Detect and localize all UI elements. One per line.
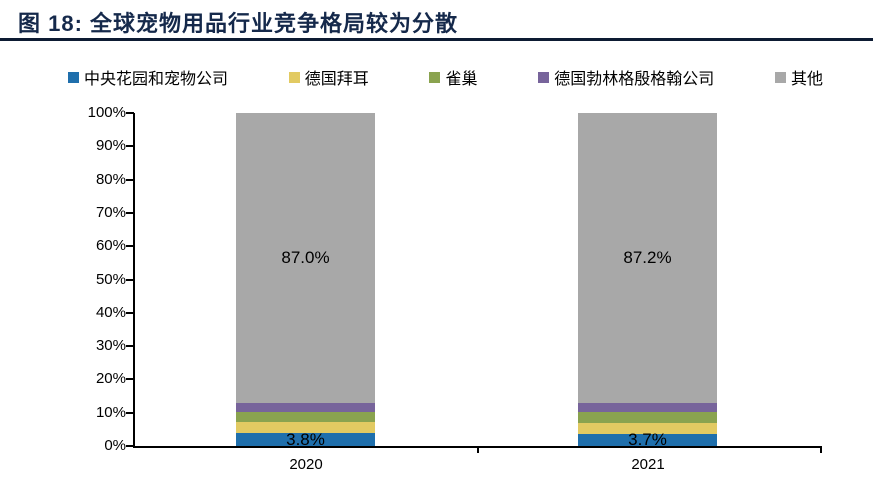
- legend-label: 德国勃林格殷格翰公司: [554, 71, 715, 88]
- x-category-label: 2021: [631, 456, 665, 473]
- legend-swatch-icon: [288, 71, 300, 83]
- bar-segment: [236, 402, 375, 413]
- y-tick-mark: [126, 178, 134, 181]
- y-tick-label: 60%: [95, 237, 126, 255]
- bar-segment: [578, 433, 717, 446]
- legend-item-5: 其他: [774, 65, 823, 89]
- bar-segment: [236, 422, 375, 434]
- y-tick-label: 80%: [95, 170, 126, 188]
- y-tick-label: 30%: [95, 337, 126, 355]
- legend-item-1: 中央花园和宠物公司: [68, 65, 228, 89]
- y-tick-label: 0%: [104, 437, 126, 454]
- bar-segment: [578, 422, 717, 434]
- legend-swatch-icon: [68, 71, 79, 83]
- legend-swatch-icon: [774, 71, 786, 83]
- legend-item-4: 德国勃林格殷格翰公司: [538, 65, 714, 89]
- y-tick-mark: [126, 112, 134, 114]
- y-tick-label: 40%: [95, 303, 126, 321]
- y-tick-label: 70%: [95, 203, 126, 221]
- bar-segment: [236, 113, 375, 403]
- legend-label: 雀巢: [445, 71, 478, 88]
- data-label: 3.7%: [628, 429, 667, 449]
- y-axis-labels: 0% 10% 20% 30% 40% 50% 60% 70% 80% 90% 100%: [40, 104, 126, 454]
- y-tick-mark: [126, 145, 134, 148]
- x-tick-mark: [477, 446, 479, 453]
- legend-item-3: 雀巢: [429, 65, 477, 89]
- x-category-label: 2020: [289, 456, 323, 473]
- legend-label: 中央花园和宠物公司: [84, 71, 229, 88]
- x-tick-mark: [820, 446, 822, 453]
- y-tick-label: 100%: [87, 104, 126, 121]
- y-tick-mark: [126, 411, 134, 414]
- legend-label: 德国拜耳: [304, 71, 369, 88]
- legend-item-2: 德国拜耳: [288, 65, 369, 89]
- bar-segment: [236, 412, 375, 423]
- y-tick-label: 90%: [95, 137, 126, 155]
- data-label: 3.8%: [286, 429, 325, 449]
- bar-segment: [578, 113, 717, 404]
- data-label: 87.2%: [623, 248, 672, 268]
- bar-segment: [236, 433, 375, 446]
- plot-area: 3.8% 87.0% 2020 3.7% 87.2% 2021: [126, 112, 822, 473]
- y-tick-mark: [126, 345, 134, 348]
- y-tick-mark: [126, 311, 134, 314]
- y-tick-label: 10%: [95, 403, 126, 421]
- legend-label: 其他: [790, 71, 823, 88]
- figure-title: 图 18: 全球宠物用品行业竞争格局较为分散: [18, 11, 459, 36]
- y-tick-mark: [126, 378, 134, 381]
- y-tick-mark: [126, 211, 134, 214]
- legend-swatch-icon: [538, 71, 550, 83]
- title-divider: [0, 38, 873, 41]
- y-tick-mark: [126, 445, 134, 447]
- y-tick-label: 50%: [95, 270, 126, 288]
- bar-segment: [578, 412, 717, 423]
- y-tick-label: 20%: [95, 370, 126, 388]
- y-tick-mark: [126, 278, 134, 281]
- legend: 中央花园和宠物公司 德国拜耳 雀巢 德国勃林格殷格翰公司 其他: [68, 66, 823, 88]
- stacked-bar-2021: [578, 113, 717, 446]
- y-tick-mark: [126, 245, 134, 248]
- stacked-bar-2020: [236, 113, 375, 446]
- bar-segment: [578, 403, 717, 413]
- legend-swatch-icon: [429, 71, 441, 83]
- data-label: 87.0%: [281, 247, 330, 267]
